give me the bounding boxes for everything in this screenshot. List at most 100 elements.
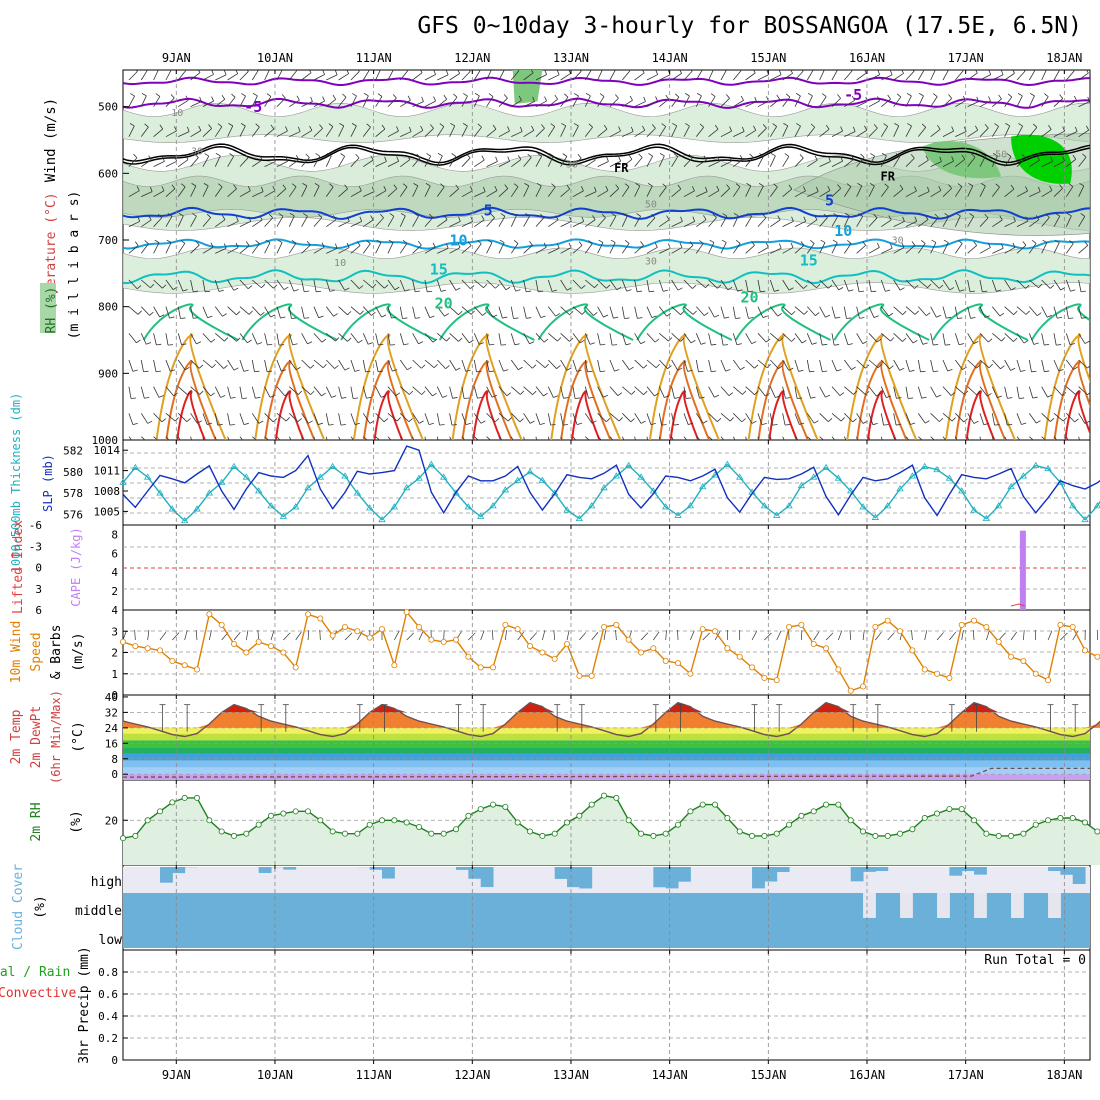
- wind-barb: [140, 333, 147, 345]
- rh2m-line-point: [872, 832, 879, 839]
- wind-barb: [264, 161, 276, 168]
- cloud-low-mid-fill: [123, 893, 1090, 948]
- wind-barb-feather: [532, 364, 537, 369]
- wind-barb: [264, 436, 270, 440]
- wind-barb: [954, 186, 963, 197]
- wind-barb-feather: [407, 95, 411, 101]
- wind10-line-point: [1045, 677, 1052, 684]
- contour-label: 20: [435, 295, 453, 313]
- wind-barb: [831, 242, 838, 254]
- wind-barb: [609, 97, 619, 107]
- wind-barb-feather: [581, 285, 586, 289]
- wind-barb-feather: [912, 70, 915, 72]
- isotherm-30: [954, 360, 1007, 440]
- wind-barb: [350, 95, 357, 107]
- wind-barb: [177, 243, 186, 254]
- wind-barb-feather: [999, 215, 1003, 221]
- wind-barb: [412, 413, 420, 424]
- wind-barb: [856, 306, 860, 319]
- wind-barb-feather: [638, 447, 643, 448]
- wind-barb-feather: [218, 183, 223, 188]
- wind-barb-feather: [171, 184, 176, 189]
- isotherm-15: [123, 269, 1090, 285]
- wind-barb: [276, 216, 284, 227]
- wind-barb-feather: [894, 123, 899, 127]
- wind-barb: [794, 125, 801, 137]
- wind-barb: [387, 130, 399, 138]
- wind-barb-feather: [455, 367, 461, 371]
- wind-barb: [449, 96, 458, 107]
- rh2m-line-point: [1069, 815, 1076, 822]
- wind-barb-feather: [592, 155, 596, 161]
- wind-barb: [880, 386, 887, 398]
- rh2m-line-point: [366, 821, 373, 828]
- wind-barb: [905, 436, 910, 440]
- wind-barb: [967, 279, 971, 292]
- wind-barb-feather: [304, 290, 310, 293]
- wind-barb-feather: [551, 289, 558, 292]
- wind10-barb: [986, 630, 990, 641]
- wind-barb-feather: [247, 443, 251, 446]
- wind-barb-feather: [302, 183, 308, 187]
- thickness-line-point: [304, 484, 312, 491]
- wind-barb-feather: [207, 422, 213, 425]
- wind-barb-feather: [1038, 441, 1042, 445]
- wind10-barb: [603, 630, 607, 641]
- wind-barb-feather: [630, 418, 635, 423]
- rh2m-line-point: [379, 817, 386, 824]
- wind-barb-feather: [651, 124, 656, 129]
- isotherm-30: [264, 360, 316, 440]
- wind-barb: [399, 413, 410, 423]
- wind-barb: [214, 386, 221, 398]
- wind-barb: [856, 413, 864, 424]
- wind10-line-point: [699, 626, 706, 633]
- wind-barb: [757, 185, 764, 197]
- pressure-tick-label: 800: [98, 301, 118, 314]
- wind-barb-feather: [606, 284, 611, 289]
- wind-barb-feather: [735, 317, 741, 319]
- wind-barb: [399, 279, 406, 292]
- wind-barb-feather: [536, 183, 542, 187]
- top-date-label: 14JAN: [652, 51, 688, 65]
- wind-barb-feather: [925, 155, 929, 161]
- wind-barb-feather: [440, 289, 446, 292]
- wind-barb: [412, 216, 419, 227]
- rh2m-line-point: [218, 828, 225, 835]
- wind10-line-point: [465, 653, 472, 660]
- wind-barb-feather: [925, 215, 929, 220]
- wind-barb-feather: [969, 290, 976, 293]
- wind-barb: [1091, 307, 1096, 318]
- rh2m-line-point: [194, 794, 201, 801]
- wind-barb-feather: [610, 239, 616, 243]
- wind-barb: [412, 386, 422, 395]
- wind-barb: [560, 221, 572, 228]
- wind-barb-feather: [376, 67, 380, 69]
- wind-barb-feather: [798, 369, 804, 372]
- wind-barb: [819, 333, 823, 346]
- wind-barb: [239, 436, 244, 440]
- wind-barb: [671, 73, 682, 81]
- wind-barb-feather: [245, 241, 250, 246]
- cloud-mid-gap: [863, 893, 876, 918]
- wind-barb: [313, 246, 325, 254]
- wind-barb-feather: [714, 394, 720, 398]
- wind10-barb: [615, 630, 617, 641]
- wind-barb-feather: [538, 290, 544, 293]
- wind10-barb: [344, 632, 353, 641]
- wind-barb: [301, 413, 309, 424]
- wind-barb: [757, 306, 764, 318]
- wind10-barb: [677, 629, 679, 641]
- wind-barb: [1016, 220, 1028, 228]
- wind-barb-feather: [662, 447, 667, 448]
- wind-barb: [399, 333, 405, 345]
- wind10-barb: [911, 630, 913, 641]
- wind-barb: [252, 279, 262, 289]
- wind-barb: [732, 70, 742, 81]
- bottom-date-label: 18JAN: [1046, 1068, 1082, 1082]
- wind-barb: [301, 130, 313, 138]
- wind-barb: [547, 359, 557, 369]
- wind-barb: [1078, 386, 1088, 396]
- wind10-barb: [949, 632, 956, 641]
- wind-barb-feather: [924, 420, 930, 424]
- wind-barb: [424, 155, 432, 167]
